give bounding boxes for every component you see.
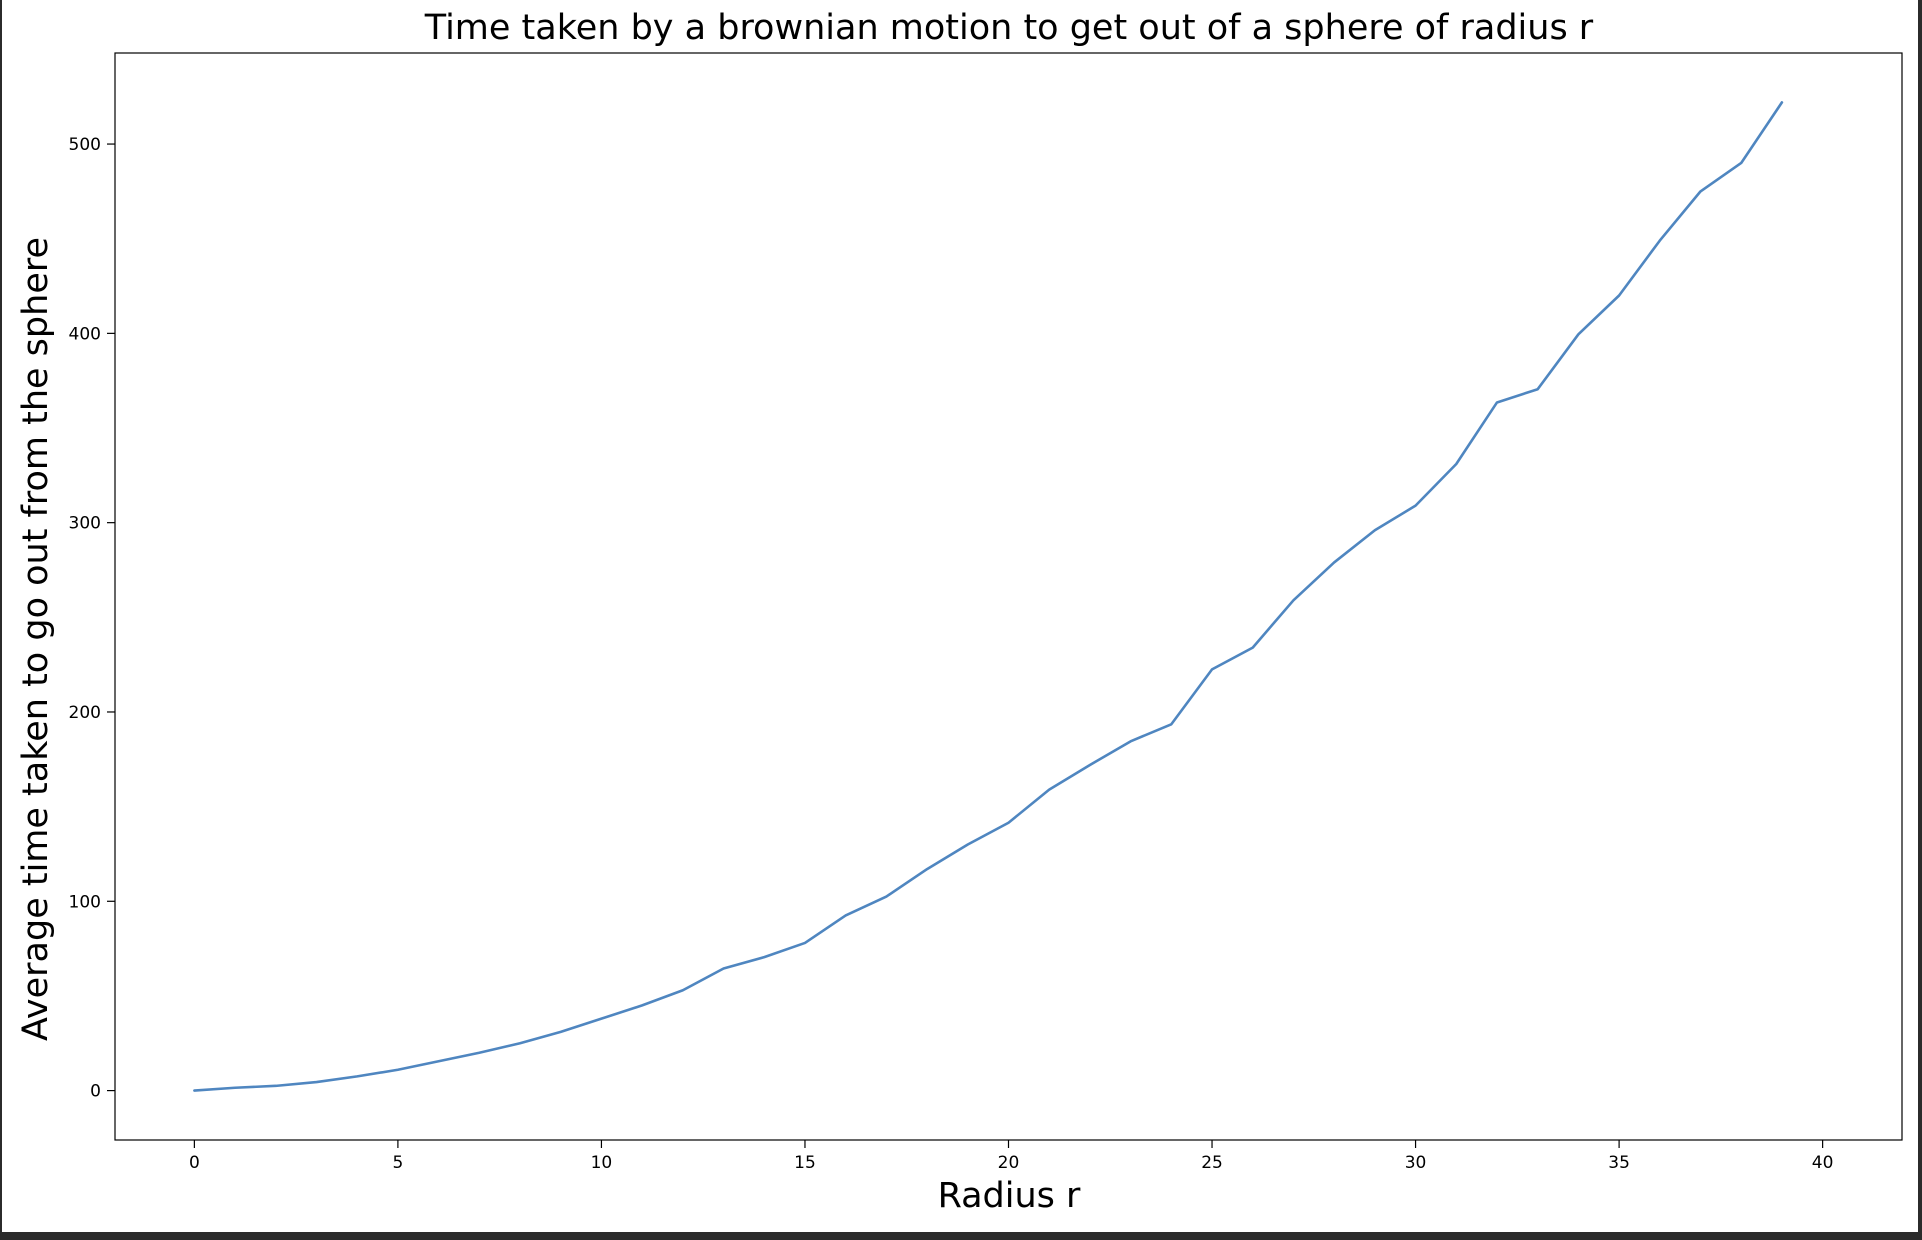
x-tick-label: 5 — [392, 1153, 403, 1173]
x-tick-label: 15 — [794, 1153, 816, 1173]
x-tick-label: 25 — [1201, 1153, 1223, 1173]
series-line — [193, 101, 1784, 1092]
y-tick-label: 500 — [69, 135, 101, 155]
x-tick-label: 0 — [189, 1153, 200, 1173]
y-tick-label: 300 — [69, 514, 101, 534]
y-tick-label: 0 — [90, 1082, 101, 1102]
x-tick-label: 10 — [591, 1153, 613, 1173]
chart-title: Time taken by a brownian motion to get o… — [424, 8, 1594, 48]
axes-frame — [114, 52, 1903, 1141]
x-tick-label: 40 — [1812, 1153, 1834, 1173]
y-tick-label: 200 — [69, 703, 101, 723]
y-tick-label: 400 — [69, 324, 101, 344]
y-tick-label: 100 — [69, 892, 101, 912]
y-axis-label: Average time taken to go out from the sp… — [16, 237, 56, 1041]
x-axis-label: Radius r — [938, 1176, 1081, 1216]
x-tick-label: 35 — [1608, 1153, 1630, 1173]
x-tick-label: 20 — [998, 1153, 1020, 1173]
x-tick-label: 30 — [1405, 1153, 1427, 1173]
